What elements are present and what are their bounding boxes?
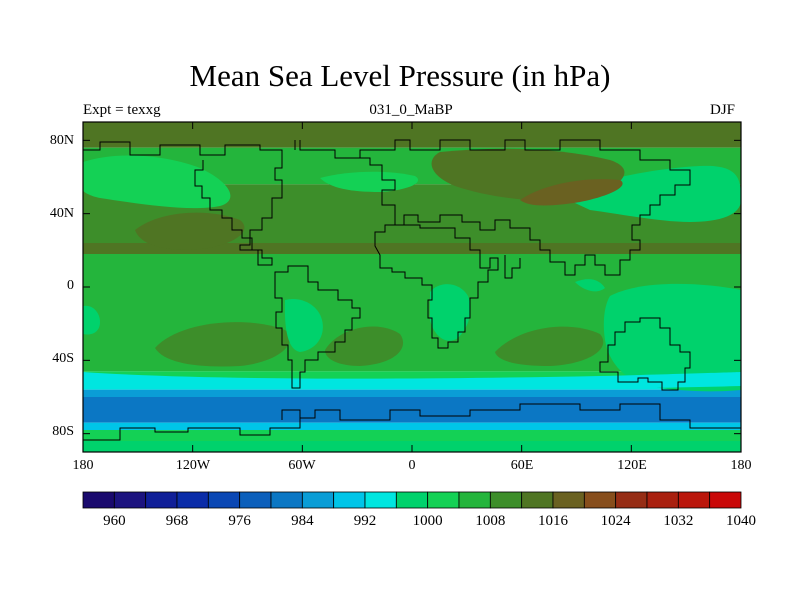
colorbar-swatch: [364, 491, 397, 509]
pressure-region: [135, 212, 245, 250]
map-subtitle: 031_0_MaBP: [369, 102, 453, 118]
lon-label: 60E: [510, 458, 534, 473]
colorbar-label: 960: [103, 513, 126, 529]
colorbar-swatch: [113, 491, 147, 509]
pressure-region: [520, 179, 623, 206]
colorbar-swatch: [677, 491, 711, 509]
coastline-south-america: [274, 265, 361, 389]
colorbar-swatch: [176, 491, 209, 509]
colorbar-swatch: [333, 491, 366, 509]
colorbar-swatch: [646, 491, 679, 509]
colorbar-label: 1016: [538, 513, 569, 529]
season-label: DJF: [710, 102, 736, 118]
pressure-region: [603, 283, 741, 392]
pressure-band: [83, 422, 741, 430]
lon-label: 180: [72, 458, 94, 473]
colorbar-swatch: [395, 491, 429, 509]
coastlines: [83, 139, 741, 441]
pressure-region: [495, 326, 604, 366]
pressure-band: [83, 430, 741, 441]
colorbar-label: 968: [166, 513, 189, 529]
colorbar-swatch: [489, 491, 523, 509]
coastline-north-america: [83, 140, 283, 266]
coastline-antarctic-peninsula: [281, 409, 301, 420]
pressure-region: [575, 279, 605, 292]
pressure-band: [83, 243, 741, 254]
colorbar: 960 968 976 984 992 1000 1008 1016 1024 1032 1040: [82, 491, 756, 529]
pressure-region: [560, 165, 741, 222]
coastline-eurasia: [299, 139, 691, 276]
coastline-antarctica: [83, 403, 741, 441]
colorbar-swatch: [709, 491, 742, 509]
lon-label: 0: [408, 458, 416, 473]
experiment-label: Expt = texxg: [83, 102, 161, 118]
coastline-africa: [374, 224, 499, 349]
colorbar-swatch: [207, 491, 241, 509]
colorbar-swatch: [552, 491, 585, 509]
lon-label: 60W: [288, 458, 316, 473]
colorbar-swatch: [270, 491, 303, 509]
lat-label: 40N: [49, 206, 74, 221]
coastline-australia: [599, 317, 691, 391]
pressure-region: [284, 298, 323, 352]
pressure-field: [83, 122, 741, 452]
axis-ticks: [82, 122, 742, 452]
pressure-region: [83, 155, 231, 209]
colorbar-label: 1000: [413, 513, 443, 529]
colorbar-label: 976: [228, 513, 251, 529]
lat-label: 80N: [49, 133, 74, 148]
lon-label: 180: [730, 458, 752, 473]
colorbar-label: 1040: [726, 513, 756, 529]
lat-label: 40S: [52, 351, 74, 366]
colorbar-swatch: [615, 491, 648, 509]
colorbar-label: 1032: [663, 513, 693, 529]
colorbar-swatch: [427, 491, 460, 509]
colorbar-swatch: [301, 491, 335, 509]
map-title: Mean Sea Level Pressure (in hPa): [189, 58, 611, 93]
colorbar-swatch: [82, 491, 115, 509]
colorbar-swatch: [239, 491, 272, 509]
colorbar-label: 992: [354, 513, 377, 529]
colorbar-label: 1024: [601, 513, 632, 529]
colorbar-swatch: [145, 491, 178, 509]
colorbar-label: 1008: [475, 513, 505, 529]
lon-label: 120E: [617, 458, 647, 473]
colorbar-swatch: [583, 491, 617, 509]
pressure-region: [83, 305, 100, 335]
coastline-india: [504, 255, 521, 279]
colorbar-label: 984: [291, 513, 314, 529]
pressure-region: [320, 171, 419, 192]
lat-label: 0: [67, 278, 74, 293]
pressure-region: [155, 322, 290, 367]
lon-label: 120W: [175, 458, 211, 473]
pressure-region: [430, 284, 471, 341]
pressure-band: [83, 389, 741, 397]
colorbar-swatch: [521, 491, 554, 509]
pressure-band: [83, 371, 741, 383]
lat-label: 80S: [52, 424, 74, 439]
colorbar-swatch: [458, 491, 491, 509]
pressure-region: [83, 372, 741, 390]
